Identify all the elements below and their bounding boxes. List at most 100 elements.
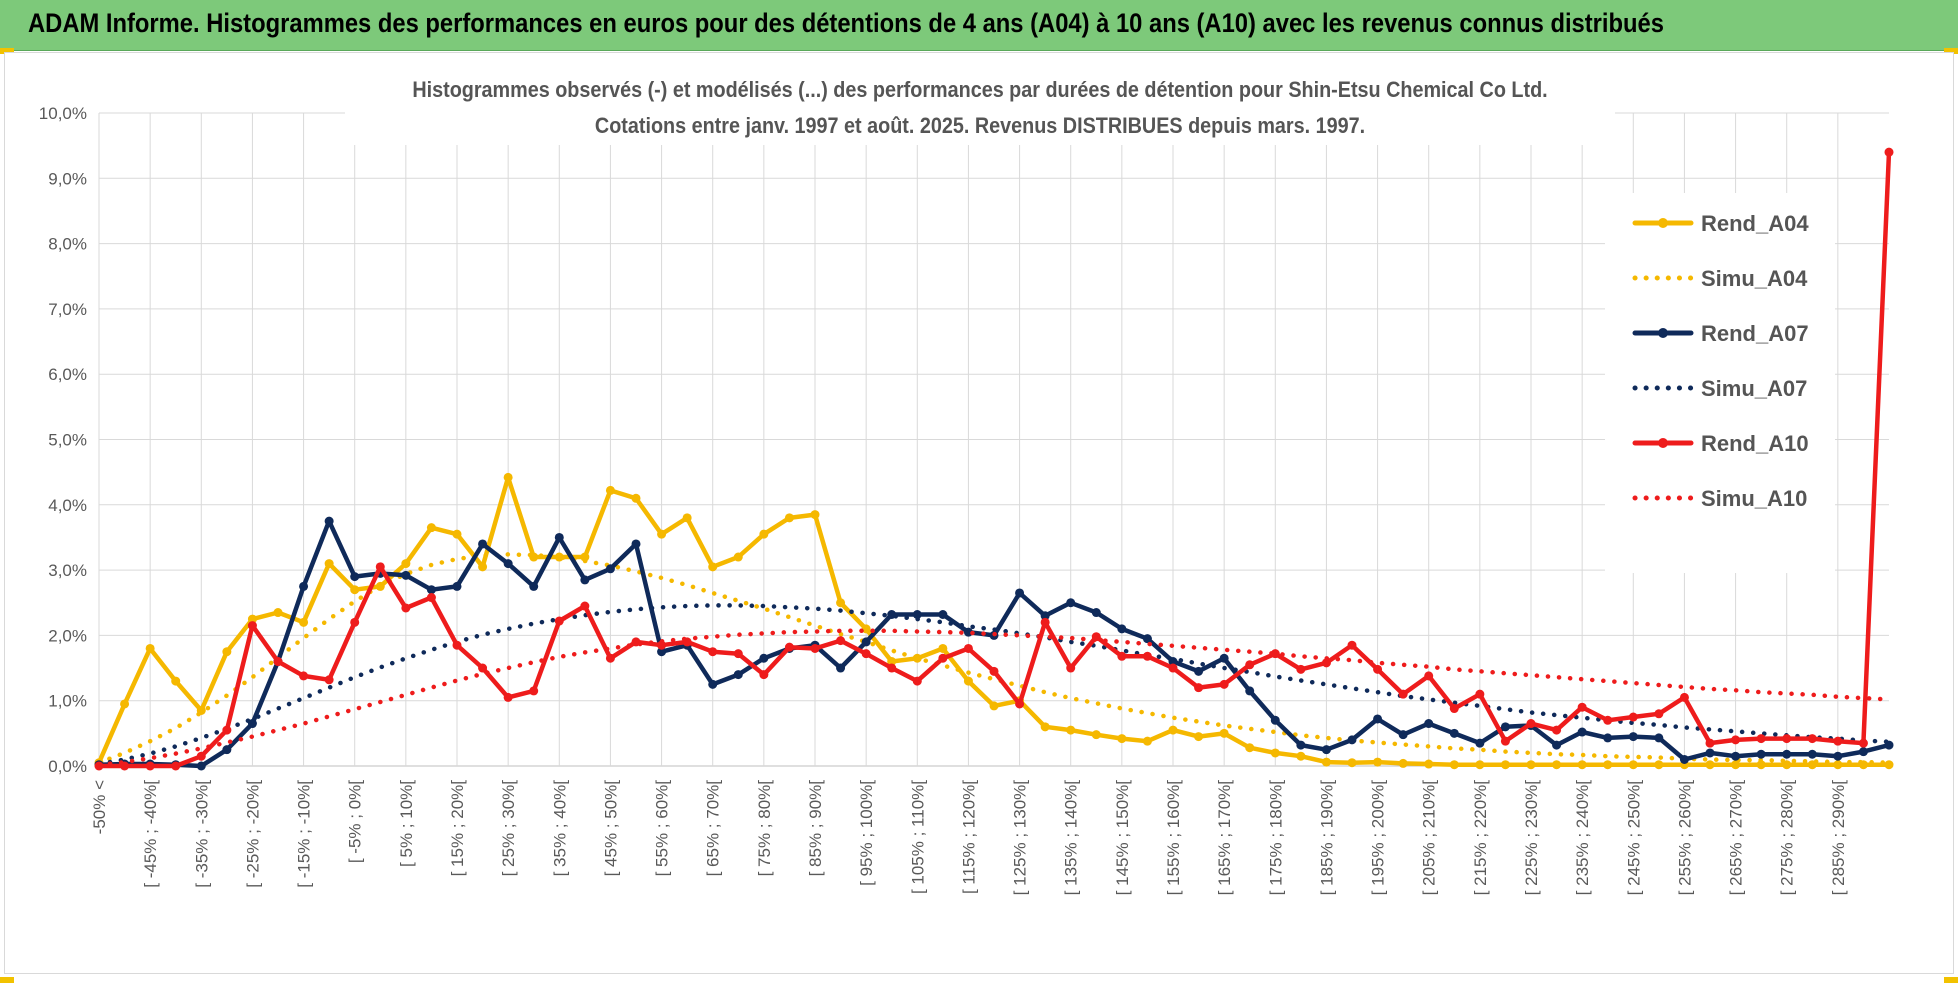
report-title: ADAM Informe. Histogrammes des performan… [28,8,1664,38]
data-point-rend-a07 [1296,740,1306,750]
data-point-rend-a10 [503,692,513,702]
x-tick-label: [ 235% ; 240%[ [1573,780,1592,896]
data-point-rend-a10 [196,751,206,761]
x-tick-label: [ 115% ; 120%[ [959,780,978,894]
data-point-rend-a04 [1091,730,1101,740]
data-point-rend-a04 [1424,759,1434,769]
x-tick-label: [ 125% ; 130%[ [1011,780,1030,896]
data-point-rend-a04 [1475,760,1485,770]
data-point-rend-a07 [1398,730,1408,740]
y-tick-label: 0,0% [48,757,87,776]
data-point-rend-a10 [1858,738,1868,748]
data-point-rend-a10 [273,657,283,667]
data-point-rend-a10 [554,616,564,626]
data-point-rend-a07 [1500,722,1510,732]
x-tick-label: [ -35% ; -30%[ [192,780,211,888]
data-point-rend-a07 [299,581,309,591]
data-point-rend-a10 [708,647,718,657]
data-point-rend-a04 [605,485,615,495]
data-point-rend-a04 [861,624,871,634]
x-tick-label: [ 155% ; 160%[ [1164,780,1183,896]
data-point-rend-a07 [1142,634,1152,644]
data-point-rend-a04 [1296,751,1306,761]
data-point-rend-a10 [1679,692,1689,702]
data-point-rend-a07 [938,610,948,620]
data-point-rend-a07 [1117,624,1127,634]
data-point-rend-a10 [1705,738,1715,748]
data-point-rend-a10 [299,671,309,681]
data-point-rend-a04 [1628,760,1638,770]
data-point-rend-a07 [1654,733,1664,743]
x-tick-label: [ 75% ; 80%[ [755,780,774,877]
data-point-rend-a07 [529,581,539,591]
data-point-rend-a10 [1142,651,1152,661]
data-point-rend-a10 [1347,640,1357,650]
data-point-rend-a10 [1117,651,1127,661]
data-point-rend-a10 [1475,689,1485,699]
y-tick-label: 3,0% [48,561,87,580]
data-point-rend-a10 [247,621,257,631]
data-point-rend-a10 [1040,617,1050,627]
data-point-rend-a04 [1194,732,1204,742]
data-point-rend-a07 [1321,745,1331,755]
data-point-rend-a10 [1219,679,1229,689]
data-point-rend-a10 [145,761,155,771]
x-tick-label: [ -15% ; -10%[ [295,780,314,888]
data-point-rend-a04 [1398,758,1408,768]
data-point-rend-a07 [503,559,513,569]
data-point-rend-a04 [299,617,309,627]
y-tick-label: 10,0% [39,104,87,123]
legend-backdrop [1605,193,1835,573]
data-point-rend-a04 [784,513,794,523]
corner-accent-bottom-right [1944,977,1958,983]
data-point-rend-a10 [171,761,181,771]
x-tick-label: [ 225% ; 230%[ [1522,780,1541,896]
data-point-rend-a10 [1168,663,1178,673]
y-tick-label: 8,0% [48,235,87,254]
data-point-rend-a10 [350,617,360,627]
data-point-rend-a10 [912,676,922,686]
y-tick-label: 2,0% [48,626,87,645]
data-point-rend-a10 [1015,699,1025,709]
data-point-rend-a10 [1321,658,1331,668]
data-point-rend-a07 [452,581,462,591]
data-point-rend-a10 [1552,725,1562,735]
data-point-rend-a07 [1475,738,1485,748]
data-point-rend-a10 [1654,709,1664,719]
x-tick-label: [ 35% ; 40%[ [550,780,569,877]
x-tick-label: [ 45% ; 50%[ [601,780,620,877]
data-point-rend-a04 [887,657,897,667]
legend-label-rend-a07: Rend_A07 [1701,321,1809,346]
legend-label-simu-a07: Simu_A07 [1701,376,1807,401]
data-point-rend-a07 [631,539,641,549]
data-point-rend-a04 [631,493,641,503]
data-point-rend-a07 [1858,747,1868,757]
corner-accent-bottom-left [0,977,14,983]
data-point-rend-a04 [682,513,692,523]
data-point-rend-a10 [1782,734,1792,744]
data-point-rend-a07 [1782,749,1792,759]
data-point-rend-a07 [657,647,667,657]
x-tick-label: [ 275% ; 280%[ [1778,780,1797,896]
y-tick-label: 9,0% [48,169,87,188]
data-point-rend-a10 [989,666,999,676]
x-tick-label: [ 105% ; 110%[ [908,780,927,894]
data-point-rend-a07 [426,585,436,595]
data-point-rend-a04 [120,699,130,709]
data-point-rend-a07 [1219,653,1229,663]
data-point-rend-a10 [375,562,385,572]
data-point-rend-a10 [1373,664,1383,674]
data-point-rend-a07 [478,539,488,549]
data-point-rend-a07 [708,679,718,689]
data-point-rend-a04 [1245,743,1255,753]
legend-label-rend-a04: Rend_A04 [1701,211,1809,236]
data-point-rend-a10 [1833,736,1843,746]
data-point-rend-a04 [1142,736,1152,746]
x-tick-label: [ 135% ; 140%[ [1062,780,1081,896]
histogram-chart: 0,0% 1,0% 2,0% 3,0% 4,0% 5,0% 6,0% 7,0% 8,0% 9,0%… [39,71,1894,896]
data-point-rend-a07 [759,653,769,663]
data-point-rend-a04 [1552,760,1562,770]
data-point-rend-a10 [1500,736,1510,746]
data-point-rend-a10 [1731,735,1741,745]
x-tick-label: [ -5% ; 0%[ [346,780,365,863]
